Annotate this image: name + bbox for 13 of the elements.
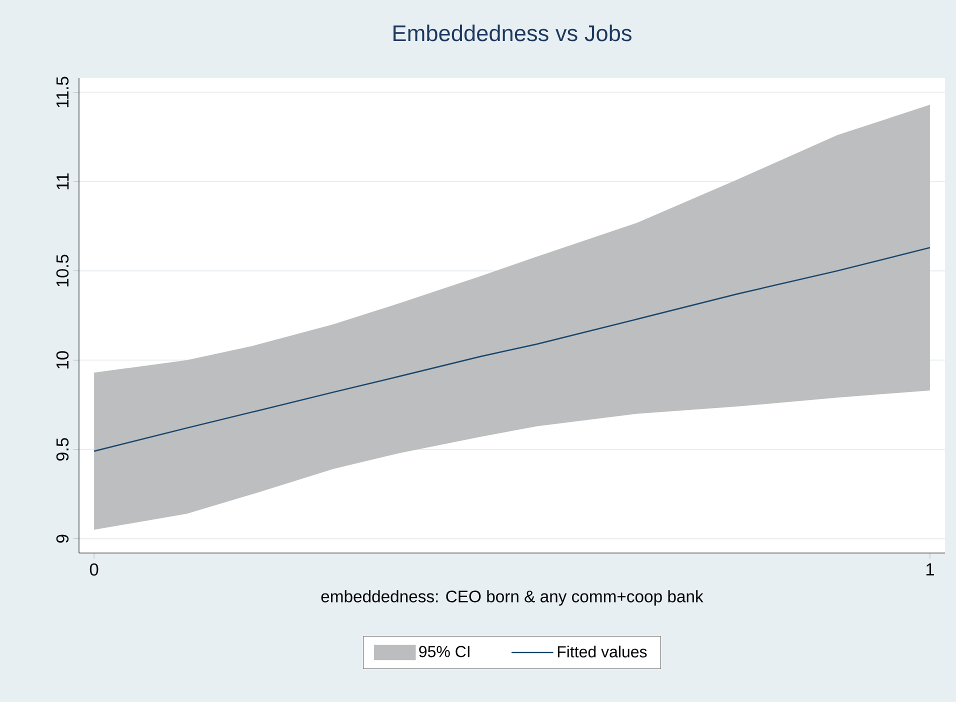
legend-label: Fitted values [558,646,647,658]
x-tick-label: 1 [926,563,934,576]
chart-title: Embeddedness vs Jobs [394,24,632,42]
y-tick-label: 10 [56,351,69,368]
line-series [93,246,931,452]
x-axis-title: embeddedness: CEO born & any comm+coop bank [321,590,704,606]
y-tick-label: 11 [56,173,69,190]
y-tick-label: 9.5 [56,438,69,461]
text: 95% CI [419,646,470,658]
x-tick-label: 0 [90,563,98,576]
y-tick-label: 10.5 [56,254,69,286]
y-tick-label: 11.5 [56,76,69,108]
y-tick-label: 9 [56,534,69,543]
